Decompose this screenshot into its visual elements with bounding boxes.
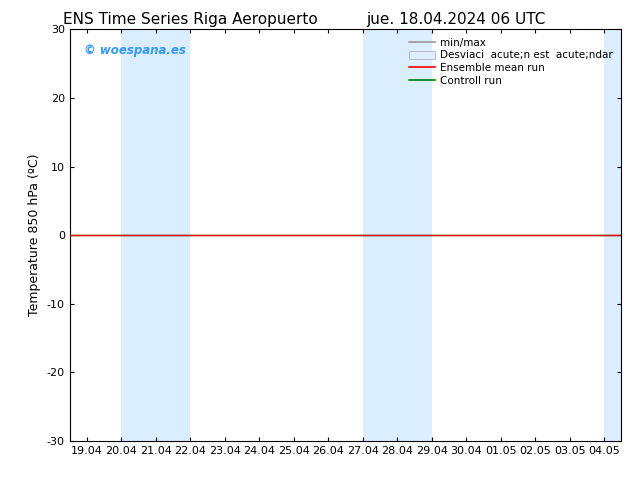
Text: jue. 18.04.2024 06 UTC: jue. 18.04.2024 06 UTC — [367, 12, 546, 27]
Legend: min/max, Desviaci  acute;n est  acute;ndar, Ensemble mean run, Controll run: min/max, Desviaci acute;n est acute;ndar… — [406, 35, 616, 89]
Text: © woespana.es: © woespana.es — [84, 44, 185, 57]
Bar — [604, 29, 621, 441]
Y-axis label: Temperature 850 hPa (ºC): Temperature 850 hPa (ºC) — [28, 154, 41, 317]
Text: ENS Time Series Riga Aeropuerto: ENS Time Series Riga Aeropuerto — [63, 12, 318, 27]
Bar — [122, 29, 190, 441]
Bar — [363, 29, 432, 441]
